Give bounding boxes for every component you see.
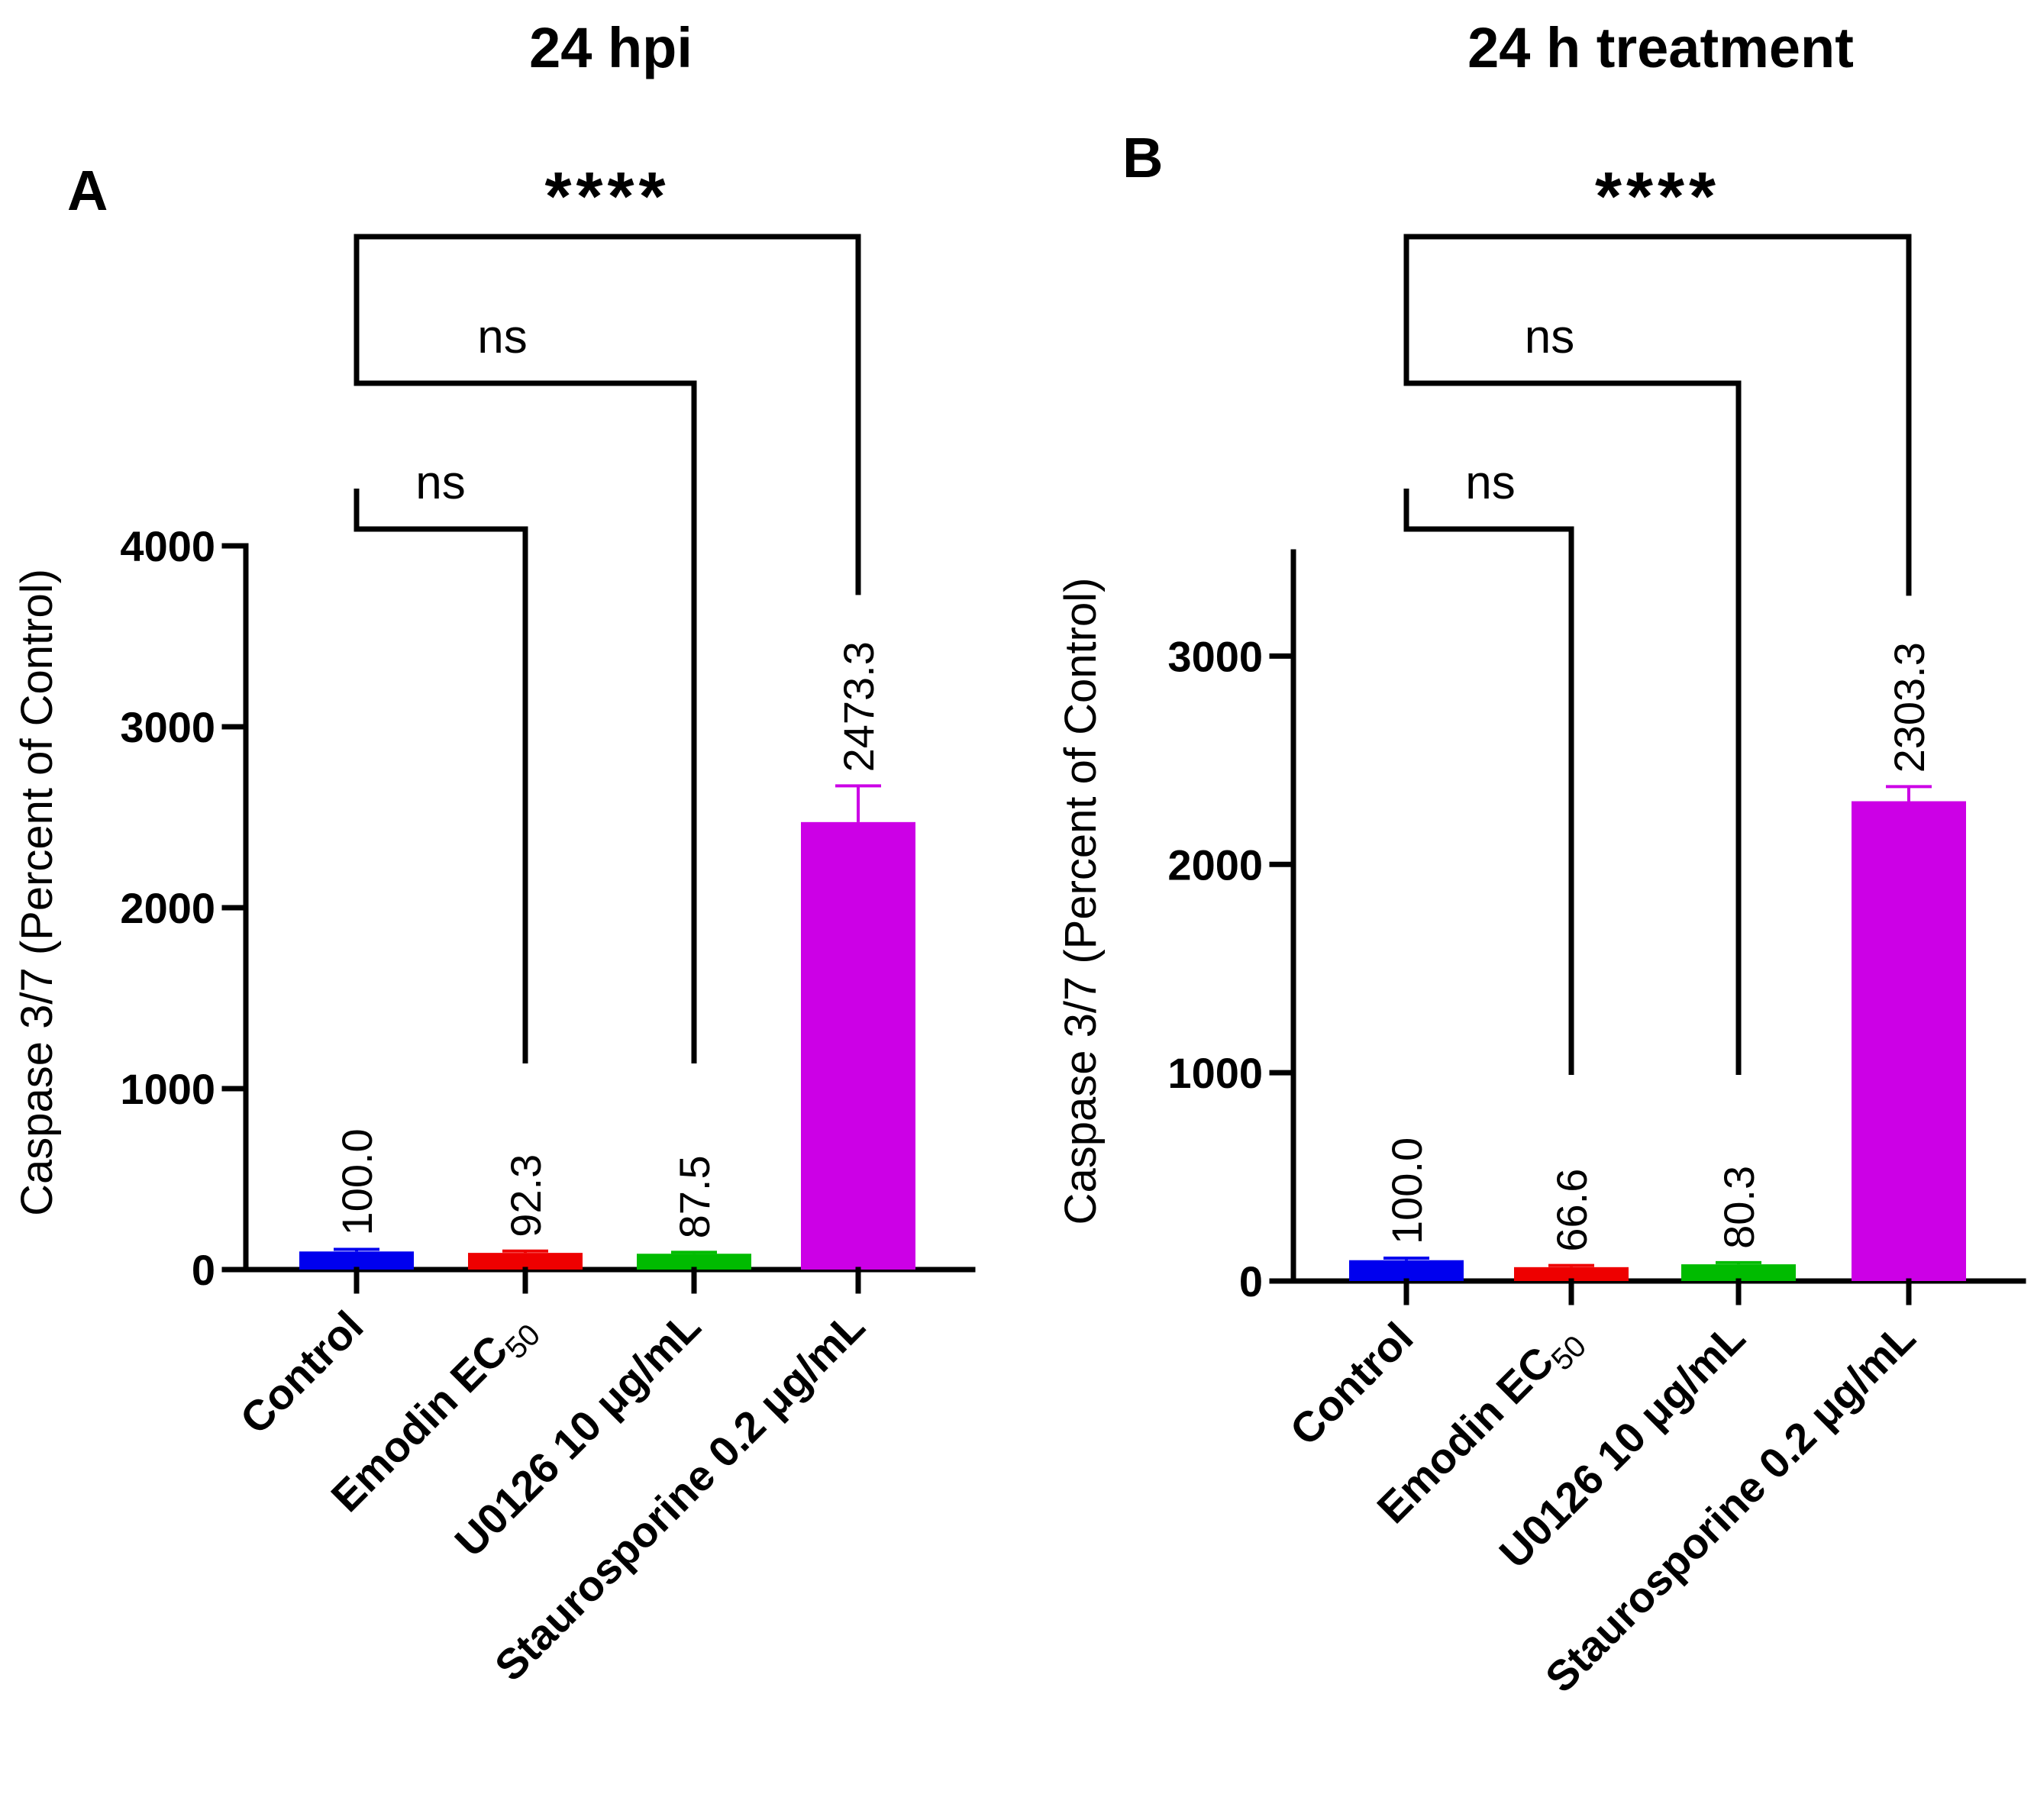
- bar: [637, 1254, 751, 1270]
- significance-bracket: [354, 234, 861, 595]
- bar: [801, 821, 915, 1270]
- data-label: 87.5: [670, 1155, 718, 1238]
- bar: [299, 1251, 414, 1270]
- panel-b: 24 h treatment B 0 1000 2000 3000 Caspase 3/7 …: [1056, 16, 2026, 1702]
- bar: [1349, 1260, 1464, 1281]
- significance-label: ****: [1595, 159, 1720, 235]
- significance-bracket: [354, 489, 528, 1063]
- significance-bracket: [354, 344, 697, 1063]
- significance-label: ns: [1465, 457, 1515, 509]
- chart-title: 24 hpi: [529, 16, 693, 79]
- panel-a: 24 hpi A 0 1000 2000 3000 4000 Caspase 3/7 (Per…: [12, 16, 976, 1690]
- data-label: 100.0: [333, 1128, 381, 1235]
- significance-label: ****: [544, 159, 670, 235]
- y-tick-label: 1000: [1167, 1049, 1263, 1097]
- y-tick-label: 3000: [120, 703, 215, 751]
- y-tick-label: 4000: [120, 522, 215, 570]
- y-tick-label: 2000: [1167, 841, 1263, 889]
- y-tick-label: 3000: [1167, 632, 1263, 680]
- y-axis-label: Caspase 3/7 (Percent of Control): [12, 569, 62, 1216]
- x-tick-label-subscript: 50: [1545, 1329, 1593, 1377]
- significance-label: ns: [1525, 311, 1574, 363]
- data-label: 100.0: [1383, 1138, 1431, 1244]
- significance-bracket: [1403, 234, 1912, 596]
- data-label: 80.3: [1715, 1166, 1763, 1249]
- bar: [1852, 801, 1966, 1281]
- data-label: 66.6: [1548, 1169, 1596, 1252]
- x-tick-label: Control: [1280, 1313, 1422, 1454]
- panel-letter: B: [1122, 126, 1163, 189]
- bar: [468, 1253, 583, 1270]
- panel-letter: A: [67, 159, 108, 222]
- y-axis-label: Caspase 3/7 (Percent of Control): [1056, 578, 1106, 1225]
- significance-label: ns: [415, 457, 465, 509]
- x-tick-label: Staurosporine 0.2 μg/mL: [1536, 1313, 1925, 1702]
- chart-title: 24 h treatment: [1467, 16, 1854, 79]
- x-tick-label: Control: [231, 1302, 372, 1443]
- significance-label: ns: [477, 311, 527, 363]
- bar: [1681, 1264, 1796, 1281]
- significance-bracket: [1403, 489, 1574, 1075]
- y-tick-label: 2000: [120, 884, 215, 932]
- y-tick-label: 0: [192, 1246, 215, 1294]
- data-label: 2473.3: [835, 641, 883, 772]
- x-tick-label-subscript: 50: [499, 1318, 547, 1366]
- significance-bracket: [1403, 344, 1742, 1075]
- y-tick-label: 1000: [120, 1065, 215, 1113]
- bar: [1514, 1267, 1629, 1281]
- data-label: 2303.3: [1885, 642, 1933, 773]
- data-label: 92.3: [502, 1154, 550, 1238]
- y-tick-label: 0: [1239, 1257, 1263, 1305]
